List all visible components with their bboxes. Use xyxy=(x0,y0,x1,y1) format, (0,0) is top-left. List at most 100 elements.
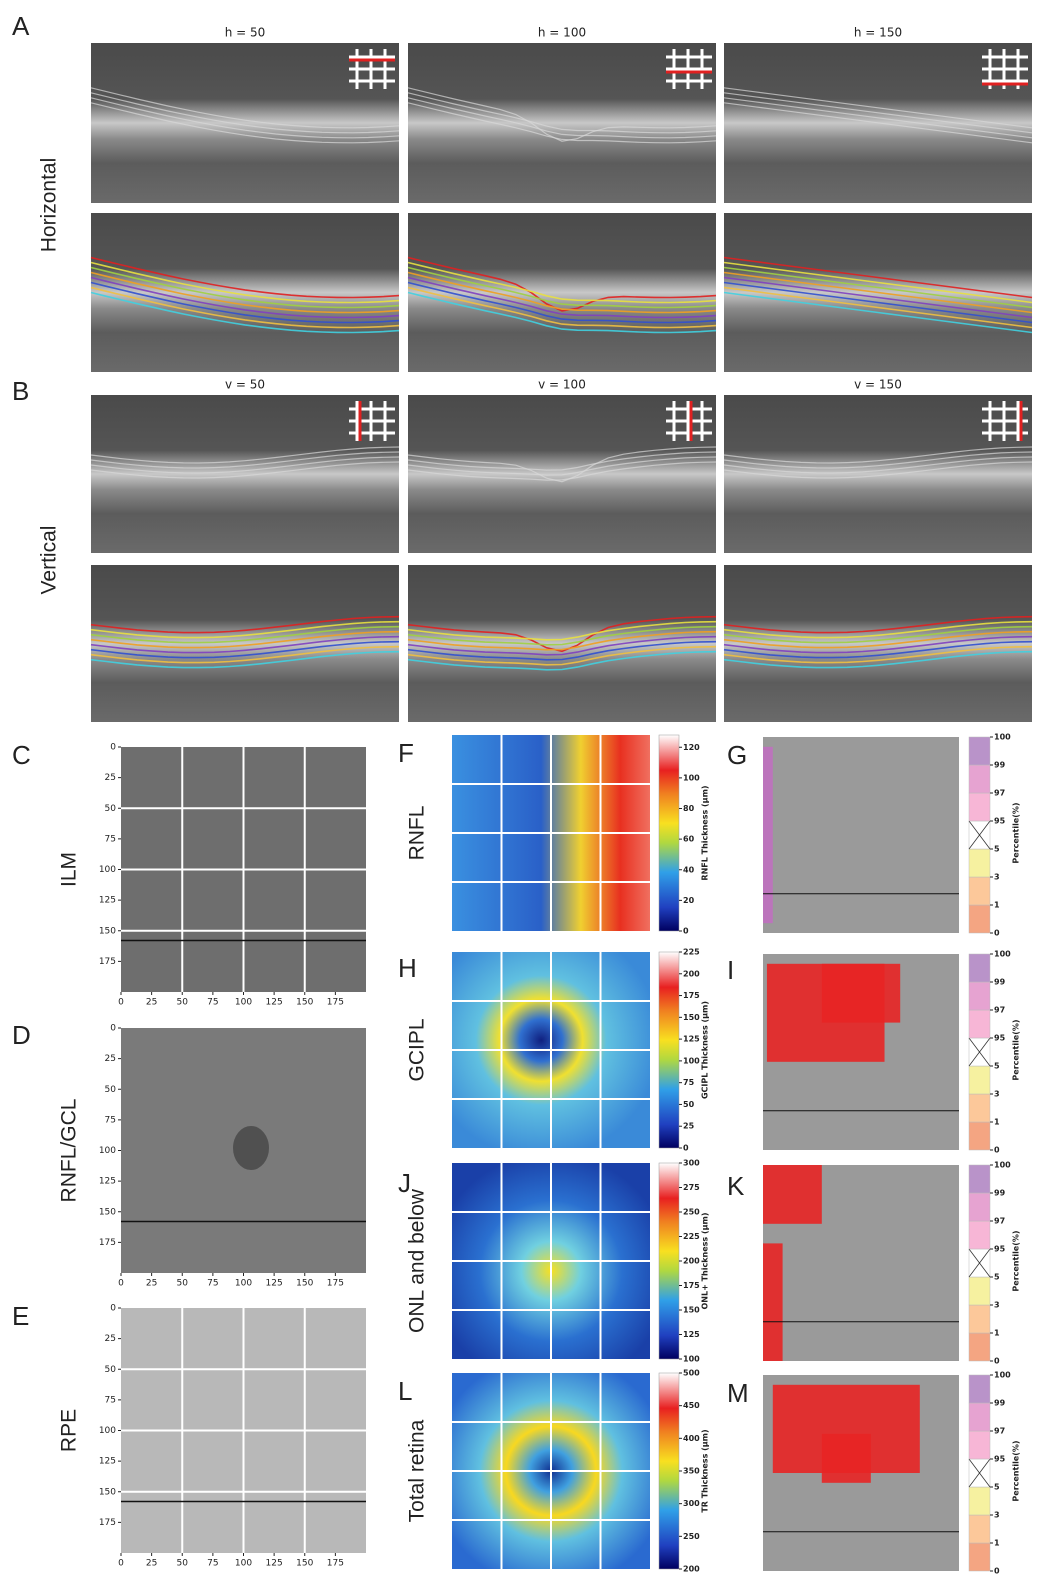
colorbar-tick-label: 97 xyxy=(994,1427,1005,1436)
layer-line xyxy=(90,620,400,639)
colorbar-tick-label: 100 xyxy=(994,1371,1011,1380)
percentile-band xyxy=(968,764,991,794)
deviation-region xyxy=(763,1165,822,1224)
retina-band xyxy=(723,87,1033,129)
layer-line xyxy=(90,625,400,644)
colorbar-tick-label: 225 xyxy=(683,1232,700,1241)
layer-line xyxy=(90,266,400,309)
percentile-band xyxy=(968,736,991,766)
layer-line xyxy=(723,630,1033,649)
percentile-band xyxy=(968,876,991,906)
retina-band xyxy=(407,97,717,139)
colorbar-tick-label: 200 xyxy=(683,1565,700,1574)
colorbar-tick-label: 95 xyxy=(994,1034,1006,1043)
layer-line xyxy=(90,286,400,329)
layer-line xyxy=(407,261,717,304)
x-tick-label: 175 xyxy=(327,1559,344,1569)
colorbar xyxy=(658,1162,680,1360)
retina-band xyxy=(90,451,400,469)
x-tick-label: 125 xyxy=(266,1279,283,1289)
colorbar-label: Percentile(%) xyxy=(1012,1440,1021,1501)
y-tick-label: 125 xyxy=(99,896,116,906)
colorbar-tick-label: 1 xyxy=(994,1329,1000,1338)
layer-line xyxy=(723,645,1033,664)
scan-title: h = 50 xyxy=(225,26,266,40)
layer-line xyxy=(407,640,717,661)
deviation-region xyxy=(821,1433,871,1483)
colorbar-tick-label: 450 xyxy=(683,1401,700,1410)
colorbar-tick-label: 150 xyxy=(683,1013,700,1022)
oct-scan xyxy=(408,213,716,372)
x-tick-label: 50 xyxy=(177,998,189,1008)
layer-line xyxy=(407,281,717,324)
percentile-band xyxy=(968,1121,991,1151)
colorbar-tick-label: 99 xyxy=(994,1189,1006,1198)
layer-line xyxy=(723,620,1033,639)
cross xyxy=(968,1037,991,1067)
percentile-band xyxy=(968,1514,991,1544)
retina-band xyxy=(723,461,1033,479)
y-tick-label: 175 xyxy=(99,1238,116,1248)
y-tick-label: 50 xyxy=(105,1085,117,1095)
retina-band xyxy=(407,456,717,476)
oct-scan xyxy=(408,43,716,203)
percentile-band xyxy=(968,1332,991,1362)
layer-line xyxy=(723,650,1033,669)
panel-letter: A xyxy=(12,11,30,41)
layer-line xyxy=(407,271,717,314)
layer-line xyxy=(407,291,717,334)
retina-band xyxy=(407,102,717,144)
retina-band xyxy=(723,456,1033,474)
scan-title: v = 100 xyxy=(538,378,586,392)
layer-line xyxy=(407,266,717,309)
y-tick-label: 0 xyxy=(110,1304,116,1314)
colorbar-tick-label: 95 xyxy=(994,1245,1006,1254)
colorbar-tick-label: 100 xyxy=(994,1161,1011,1170)
colorbar-tick-label: 300 xyxy=(683,1159,700,1168)
x-tick-label: 25 xyxy=(146,1279,157,1289)
percentile-band xyxy=(968,981,991,1011)
percentile-band xyxy=(968,1009,991,1039)
colorbar-tick-label: 3 xyxy=(994,1301,1000,1310)
layer-line xyxy=(90,271,400,314)
layer-line xyxy=(723,266,1033,309)
colorbar-tick-label: 250 xyxy=(683,1208,700,1217)
layer-line xyxy=(407,625,717,646)
colorbar-tick-label: 97 xyxy=(994,1006,1005,1015)
colorbar-tick-label: 125 xyxy=(683,1330,700,1339)
x-tick-label: 175 xyxy=(327,998,344,1008)
colorbar-tick-label: 25 xyxy=(683,1122,695,1131)
colorbar-tick-label: 99 xyxy=(994,978,1006,987)
colorbar-tick-label: 0 xyxy=(683,1144,689,1153)
y-tick-label: 100 xyxy=(99,1146,116,1156)
x-tick-label: 0 xyxy=(118,1559,124,1569)
layer-line xyxy=(407,286,717,329)
y-tick-label: 0 xyxy=(110,743,116,753)
colorbar-tick-label: 5 xyxy=(994,1483,1000,1492)
deviation-region xyxy=(763,1243,783,1361)
layer-line xyxy=(723,635,1033,654)
y-tick-label: 50 xyxy=(105,1365,117,1375)
retina-band xyxy=(90,446,400,464)
cross xyxy=(968,820,991,850)
percentile-map xyxy=(763,737,959,933)
retina-band xyxy=(90,461,400,479)
retina-band xyxy=(90,87,400,129)
layer-label: RNFL/GCL xyxy=(58,1099,81,1203)
y-tick-label: 150 xyxy=(99,1487,116,1497)
colorbar-tick-label: 3 xyxy=(994,1511,1000,1520)
colorbar-label: ONL+ Thickness (μm) xyxy=(701,1212,710,1309)
retina-band xyxy=(407,446,717,483)
y-tick-label: 125 xyxy=(99,1177,116,1187)
colorbar-tick-label: 20 xyxy=(683,896,695,905)
percentile-band xyxy=(968,1220,991,1250)
colorbar-label: TR Thickness (μm) xyxy=(701,1429,710,1512)
colorbar-label: RNFL Thickness (μm) xyxy=(701,785,710,880)
colorbar-tick-label: 100 xyxy=(994,733,1011,742)
map-label: Total retina xyxy=(406,1419,429,1522)
colorbar-tick-label: 80 xyxy=(683,804,695,813)
colorbar xyxy=(658,734,680,932)
layer-line xyxy=(723,281,1033,324)
colorbar-tick-label: 5 xyxy=(994,1062,1000,1071)
colorbar-tick-label: 1 xyxy=(994,901,1000,910)
